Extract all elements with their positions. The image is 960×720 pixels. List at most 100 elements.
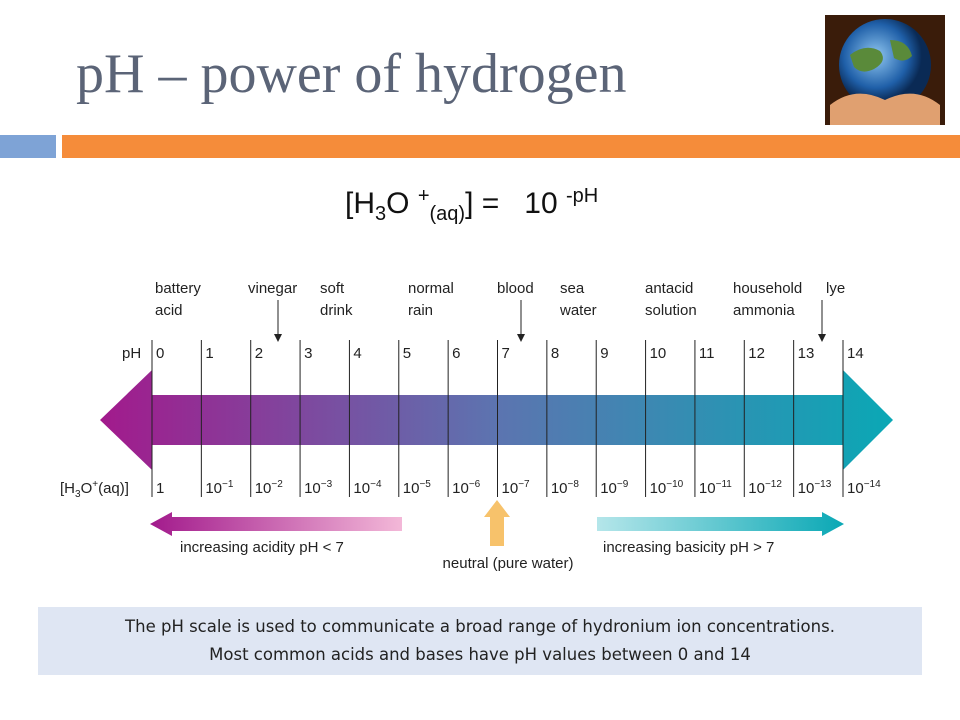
ph-label: 12 (748, 345, 765, 362)
concentration-base: 10 (255, 480, 272, 497)
formula-sup: -pH (566, 185, 599, 207)
concentration-base: 1 (156, 480, 164, 497)
concentration-exp: −10 (666, 479, 683, 490)
concentration-label: 10−2 (255, 479, 284, 497)
concentration-label: 10−3 (304, 479, 333, 497)
concentration-label: 10−13 (798, 479, 832, 497)
arrow-head (818, 334, 826, 342)
ph-label: 0 (156, 345, 164, 362)
concentration-base: 10 (798, 480, 815, 497)
formula-part: O (386, 187, 410, 220)
scale-bar (100, 370, 893, 470)
concentration-exp: −9 (617, 479, 629, 490)
ph-label: 6 (452, 345, 460, 362)
ph-label: 5 (403, 345, 411, 362)
concentration-exp: −3 (321, 479, 333, 490)
formula-sup: + (417, 185, 430, 207)
globe-image (825, 15, 945, 125)
basicity-arrow (597, 512, 844, 536)
concentration-label: 10−6 (452, 479, 481, 497)
substance-label: ammonia (733, 302, 795, 319)
concentration-axis-label: [H3O+(aq)] (60, 479, 129, 500)
label-sup: + (92, 479, 98, 490)
acidity-label: increasing acidity pH < 7 (180, 539, 344, 556)
concentration-exp: −8 (568, 479, 580, 490)
concentration-label: 10−7 (502, 479, 531, 497)
substance-label: blood (497, 280, 534, 297)
concentration-label: 10−12 (748, 479, 782, 497)
formula: [H3O +(aq)] = 10 -pH (345, 185, 598, 226)
concentration-label: 10−9 (600, 479, 629, 497)
concentration-exp: −5 (419, 479, 431, 490)
ph-label: 2 (255, 345, 263, 362)
ph-label: 7 (502, 345, 510, 362)
concentration-base: 10 (353, 480, 370, 497)
caption-line: The pH scale is used to communicate a br… (125, 617, 835, 636)
caption-line: Most common acids and bases have pH valu… (209, 645, 751, 664)
concentration-exp: −4 (370, 479, 382, 490)
concentration-label: 10−5 (403, 479, 432, 497)
concentration-exp: −2 (271, 479, 283, 490)
neutral-arrow (484, 500, 510, 546)
concentration-label: 10−14 (847, 479, 881, 497)
formula-sub: 3 (375, 203, 387, 225)
substance-label: rain (408, 302, 433, 319)
neutral-label: neutral (pure water) (443, 555, 574, 572)
ph-label: 13 (798, 345, 815, 362)
ph-label: 11 (699, 345, 715, 362)
substance-label: solution (645, 302, 697, 319)
label-part: [H (60, 480, 75, 497)
substance-label: acid (155, 302, 183, 319)
concentration-base: 10 (502, 480, 519, 497)
substance-label: water (559, 302, 597, 319)
concentration-base: 10 (748, 480, 765, 497)
ph-label: 8 (551, 345, 559, 362)
substance-label: antacid (645, 280, 693, 297)
formula-part: 10 (524, 187, 558, 220)
concentration-base: 10 (205, 480, 222, 497)
ph-label: 3 (304, 345, 312, 362)
arrow-head (517, 334, 525, 342)
blue-bar (0, 135, 56, 158)
ph-axis-label: pH (122, 345, 141, 362)
concentration-base: 10 (699, 480, 716, 497)
label-sub: 3 (75, 489, 81, 500)
title: pH – power of hydrogen (76, 43, 627, 105)
concentration-base: 10 (304, 480, 321, 497)
concentration-label: 10−8 (551, 479, 580, 497)
acidity-arrow (150, 512, 402, 536)
caption: The pH scale is used to communicate a br… (38, 607, 922, 675)
label-part: O (81, 480, 93, 497)
substance-label: drink (320, 302, 353, 319)
substance-label: lye (826, 280, 845, 297)
concentration-label: 10−4 (353, 479, 382, 497)
concentration-base: 10 (650, 480, 667, 497)
concentration-base: 10 (847, 480, 864, 497)
formula-part: ] = (465, 187, 500, 220)
concentration-label: 10−11 (699, 479, 732, 497)
formula-sub: (aq) (429, 203, 466, 225)
concentration-label: 1 (156, 480, 164, 497)
concentration-base: 10 (600, 480, 617, 497)
orange-bar (62, 135, 960, 158)
concentration-base: 10 (551, 480, 568, 497)
concentration-exp: −6 (469, 479, 481, 490)
ph-label: 1 (205, 345, 213, 362)
substance-label: soft (320, 280, 345, 297)
concentration-label: 10−10 (650, 479, 684, 497)
substance-label: sea (560, 280, 585, 297)
label-part: (aq)] (98, 480, 129, 497)
ph-label: 14 (847, 345, 864, 362)
concentration-exp: −13 (814, 479, 831, 490)
concentration-exp: −12 (765, 479, 782, 490)
concentration-exp: −1 (222, 479, 234, 490)
concentration-label: 10−1 (205, 479, 234, 497)
formula-part: [H (345, 187, 375, 220)
concentration-exp: −11 (716, 479, 733, 490)
substance-label: household (733, 280, 802, 297)
basicity-label: increasing basicity pH > 7 (603, 539, 774, 556)
concentration-exp: −14 (864, 479, 881, 490)
substance-label: battery (155, 280, 201, 297)
